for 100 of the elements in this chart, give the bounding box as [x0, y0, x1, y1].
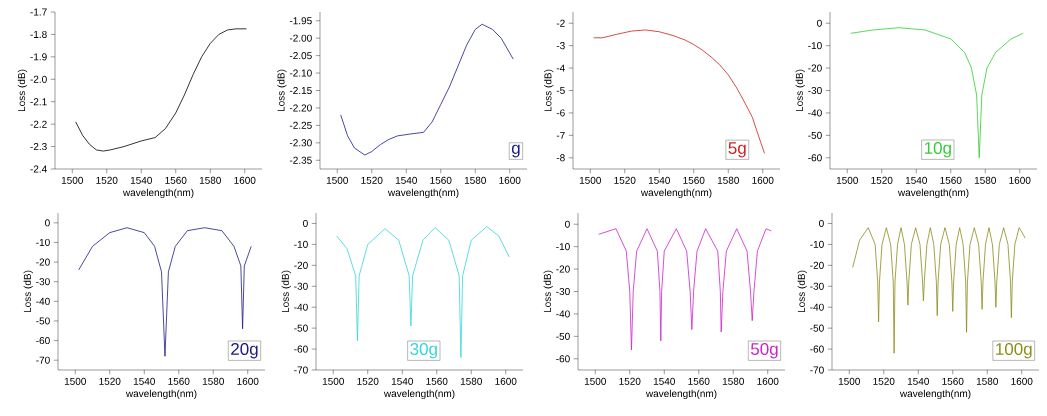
x-tick-label: 1500: [326, 176, 348, 184]
y-tick-label: -70: [294, 366, 308, 374]
x-tick-label: 1540: [395, 176, 417, 184]
y-tick-label: -10: [808, 42, 822, 50]
y-tick-label: -1.7: [30, 8, 47, 16]
x-tick-label: 1520: [361, 176, 383, 184]
y-tick-label: -30: [556, 287, 570, 296]
x-tick-label: 1540: [391, 377, 413, 385]
y-tick-label: 0: [45, 219, 50, 227]
x-tick-label: 1540: [653, 377, 675, 385]
y-tick-label: -30: [36, 278, 50, 286]
y-axis-title: Loss (dB): [277, 69, 287, 112]
y-tick-label: -60: [294, 345, 308, 353]
y-tick-label: -50: [808, 131, 822, 139]
y-tick-label: 0: [565, 220, 570, 228]
x-tick-label: 1560: [165, 176, 187, 184]
y-tick-label: -60: [556, 355, 570, 363]
x-tick-label: 1560: [430, 176, 452, 184]
y-tick-label: -40: [556, 310, 570, 318]
x-tick-label: 1560: [683, 176, 705, 184]
y-tick-label: -20: [294, 261, 308, 269]
x-tick-label: 1580: [717, 176, 739, 184]
y-axis-title: Loss (dB): [544, 69, 554, 112]
y-axis-title: Loss (dB): [17, 69, 28, 112]
y-tick-label: -2.00: [289, 34, 312, 42]
y-axis-title: Loss (dB): [543, 270, 553, 313]
y-tick-label: -70: [810, 366, 824, 374]
x-tick-label: 1580: [202, 377, 224, 385]
x-tick-label: 1500: [579, 176, 601, 184]
x-tick-label: 1520: [871, 176, 893, 184]
x-tick-label: 1500: [64, 377, 86, 385]
y-tick-label: -2.0: [30, 75, 47, 83]
line-series: [340, 23, 514, 156]
y-tick-label: -2.1: [30, 98, 47, 106]
y-tick-label: -10: [294, 240, 308, 248]
annotation: 10g: [924, 141, 951, 158]
y-tick-label: -50: [294, 324, 308, 332]
y-tick-label: -2.2: [30, 120, 47, 128]
x-tick-label: 1580: [460, 377, 482, 385]
annotation: 5g: [728, 142, 746, 158]
y-tick-label: -60: [808, 154, 822, 162]
y-tick-label: -40: [808, 109, 822, 117]
x-tick-label: 1600: [237, 377, 259, 385]
x-tick-label: 1520: [99, 377, 121, 385]
x-tick-label: 1600: [752, 176, 774, 184]
x-tick-label: 1600: [1011, 377, 1033, 385]
x-tick-label: 1560: [168, 377, 190, 385]
x-tick-label: 1520: [873, 377, 895, 385]
x-axis-title: wavelength(nm): [899, 389, 971, 400]
x-tick-label: 1500: [584, 377, 606, 385]
y-tick-label: -2.30: [289, 139, 312, 147]
x-tick-label: 1560: [426, 377, 448, 385]
y-tick-label: -30: [810, 282, 824, 290]
y-tick-label: -20: [556, 265, 570, 273]
x-axis-title: wavelength(nm): [387, 188, 459, 199]
x-tick-label: 1540: [133, 377, 155, 385]
y-tick-label: -2.35: [289, 156, 312, 164]
y-tick-label: -20: [36, 258, 50, 266]
y-tick-label: -7: [556, 131, 565, 139]
x-tick-label: 1580: [722, 377, 744, 385]
y-tick-label: -30: [808, 86, 822, 95]
x-tick-label: 1540: [648, 176, 670, 184]
x-tick-label: 1600: [499, 176, 521, 184]
x-tick-label: 1520: [357, 377, 379, 385]
y-tick-label: -40: [810, 303, 824, 311]
y-tick-label: -60: [36, 337, 50, 345]
x-axis-title: wavelength(nm): [645, 389, 717, 400]
x-tick-label: 1500: [836, 176, 858, 184]
y-tick-label: -1.9: [30, 53, 47, 61]
x-tick-label: 1580: [974, 176, 996, 184]
y-tick-label: -70: [36, 356, 50, 364]
y-tick-label: -1.8: [30, 30, 47, 38]
y-tick-label: -2.25: [289, 121, 312, 129]
annotation: 50g: [750, 342, 778, 359]
y-tick-label: -2.15: [289, 86, 312, 95]
x-tick-label: 1560: [688, 377, 710, 385]
x-tick-label: 1600: [234, 176, 256, 184]
x-tick-label: 1580: [464, 176, 486, 184]
y-tick-label: -2.3: [30, 143, 47, 151]
x-tick-label: 1500: [61, 176, 83, 184]
x-tick-label: 1520: [96, 176, 118, 184]
x-axis-title: wavelength(nm): [125, 389, 197, 400]
y-axis-title: Loss (dB): [281, 270, 291, 313]
y-tick-label: -50: [36, 317, 50, 325]
y-tick-label: -40: [36, 297, 50, 305]
line-series: [850, 27, 1024, 159]
y-tick-label: -8: [556, 154, 565, 162]
y-tick-label: -2.05: [289, 52, 312, 60]
x-tick-label: 1600: [495, 377, 517, 385]
x-axis-title: wavelength(nm): [640, 188, 712, 199]
y-tick-label: -30: [294, 282, 308, 290]
y-tick-label: -20: [810, 261, 824, 269]
y-axis-title: Loss (dB): [23, 270, 33, 313]
y-tick-label: -3: [556, 42, 565, 50]
annotation: 20g: [231, 342, 258, 359]
x-tick-label: 1540: [907, 377, 929, 385]
x-tick-label: 1520: [614, 176, 636, 184]
x-tick-label: 1560: [940, 176, 962, 184]
y-tick-label: -2: [556, 19, 565, 27]
y-tick-label: -10: [810, 240, 824, 248]
